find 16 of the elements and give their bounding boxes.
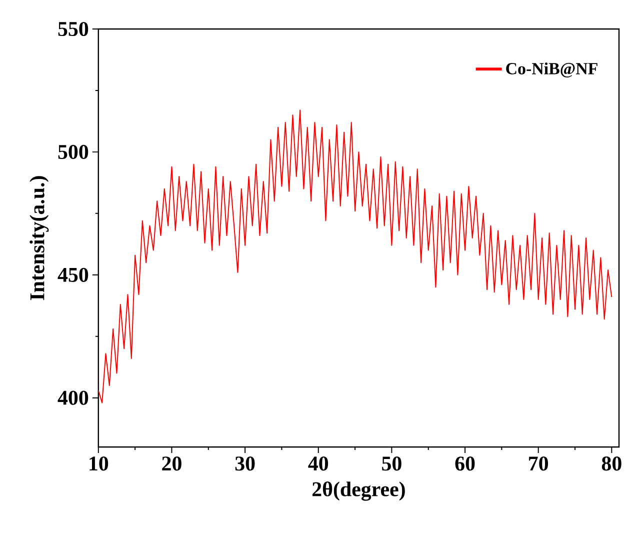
x-tick-label: 10 xyxy=(90,456,108,471)
legend-label: Co-NiB@NF xyxy=(506,62,598,78)
x-axis-title: 2θ(degree) xyxy=(312,481,405,501)
line-series xyxy=(98,110,612,404)
x-tick-label: 80 xyxy=(602,456,622,471)
y-tick-label: 500 xyxy=(58,144,88,159)
x-tick-label: 20 xyxy=(162,456,182,471)
x-tick-label: 30 xyxy=(235,456,255,471)
x-tick-label: 70 xyxy=(529,456,548,471)
y-axis-title: Intensity(a.u.) xyxy=(30,176,49,300)
x-tick-label: 50 xyxy=(382,456,402,471)
y-tick-label: 400 xyxy=(58,390,88,405)
y-tick-label: 450 xyxy=(58,268,88,282)
x-tick-label: 60 xyxy=(455,456,475,471)
y-tick-label: 550 xyxy=(58,22,88,36)
x-tick-label: 40 xyxy=(308,456,328,471)
